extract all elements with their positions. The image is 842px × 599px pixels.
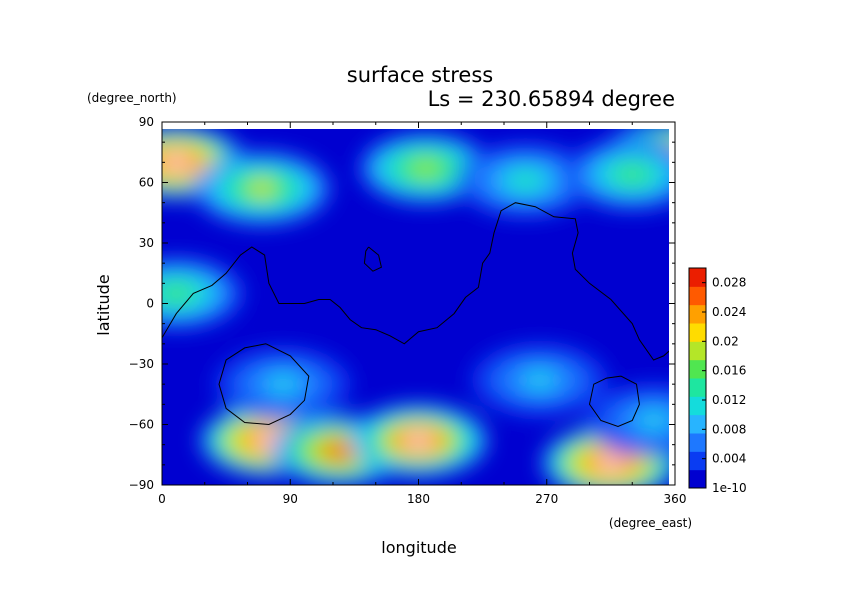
colorbar-label: 0.016 — [712, 364, 746, 378]
colorbar-segment — [689, 396, 706, 416]
hotspot-level — [415, 162, 436, 175]
colorbar: 0.028 0.024 0.02 0.016 0.012 0.008 0.004 1e-10 — [688, 267, 747, 495]
colorbar-label: 0.012 — [712, 393, 746, 407]
colorbar-segment — [689, 268, 706, 287]
colorbar-segment — [689, 433, 706, 452]
hotspot-level — [408, 434, 429, 447]
x-tick-label: 90 — [283, 492, 298, 506]
hotspot — [215, 348, 352, 421]
hotspot-level — [166, 156, 187, 169]
hotspot — [193, 152, 330, 225]
colorbar-label: 0.004 — [712, 452, 746, 466]
colorbar-segment — [689, 451, 706, 471]
colorbar-segment — [689, 286, 706, 306]
colorbar-label: 0.02 — [712, 334, 739, 348]
x-tick-label: 270 — [535, 492, 558, 506]
colorbar-segment — [689, 414, 706, 434]
y-unit-label: (degree_north) — [87, 91, 177, 105]
chart-title: surface stress — [347, 63, 493, 87]
y-tick-label: 30 — [139, 236, 154, 250]
colorbar-segment — [689, 304, 706, 324]
hotspot — [542, 426, 669, 485]
argyre-outline — [588, 375, 640, 428]
plot-area — [162, 129, 669, 485]
x-tick-label: 180 — [407, 492, 430, 506]
hotspot-level — [515, 174, 536, 187]
y-tick-label: −60 — [129, 418, 154, 432]
hotspot-level — [273, 378, 294, 391]
chart-subtitle: Ls = 230.65894 degree — [428, 87, 675, 111]
y-axis-label: latitude — [94, 274, 113, 335]
colorbar-label: 0.024 — [712, 305, 746, 319]
topography-contours — [162, 202, 669, 428]
hellas-outline — [218, 343, 310, 426]
hotspot-level — [529, 374, 550, 387]
hotspot-level — [622, 168, 643, 181]
hotspot-level — [643, 414, 664, 427]
y-tick-label: −90 — [129, 478, 154, 492]
x-tick-label: 0 — [158, 492, 166, 506]
colorbar-segment — [689, 341, 706, 361]
colorbar-frame — [688, 267, 707, 489]
hotspot-level — [600, 456, 621, 469]
hotspot — [585, 384, 669, 457]
hotspot — [457, 144, 594, 217]
colorbar-segment — [689, 323, 706, 342]
x-axis-ticks: 0 90 180 270 360 — [158, 122, 686, 506]
y-tick-label: 60 — [139, 176, 154, 190]
colorbar-label: 0.008 — [712, 422, 746, 436]
hotspot-level — [251, 182, 272, 195]
hotspot — [564, 138, 669, 211]
y-tick-label: −30 — [129, 357, 154, 371]
hotspot-level — [330, 444, 351, 457]
hotspot — [162, 257, 245, 330]
colorbar-label: 1e-10 — [712, 481, 747, 495]
y-tick-label: 90 — [139, 115, 154, 129]
hotspot — [471, 344, 608, 417]
colorbar-segment — [689, 359, 706, 379]
elysium-outline — [363, 246, 382, 272]
colorbar-label: 0.028 — [712, 276, 746, 290]
x-unit-label: (degree_east) — [609, 516, 692, 530]
y-tick-label: 0 — [146, 297, 154, 311]
x-tick-label: 360 — [664, 492, 687, 506]
colorbar-segment — [689, 469, 706, 489]
tharsis-outline — [162, 202, 669, 361]
hotspot-level — [166, 287, 187, 300]
x-axis-label: longitude — [381, 538, 456, 557]
hotspot — [350, 404, 487, 477]
colorbar-segment — [689, 378, 706, 397]
y-axis-ticks: 90 60 30 0 −30 −60 −90 — [129, 115, 675, 492]
